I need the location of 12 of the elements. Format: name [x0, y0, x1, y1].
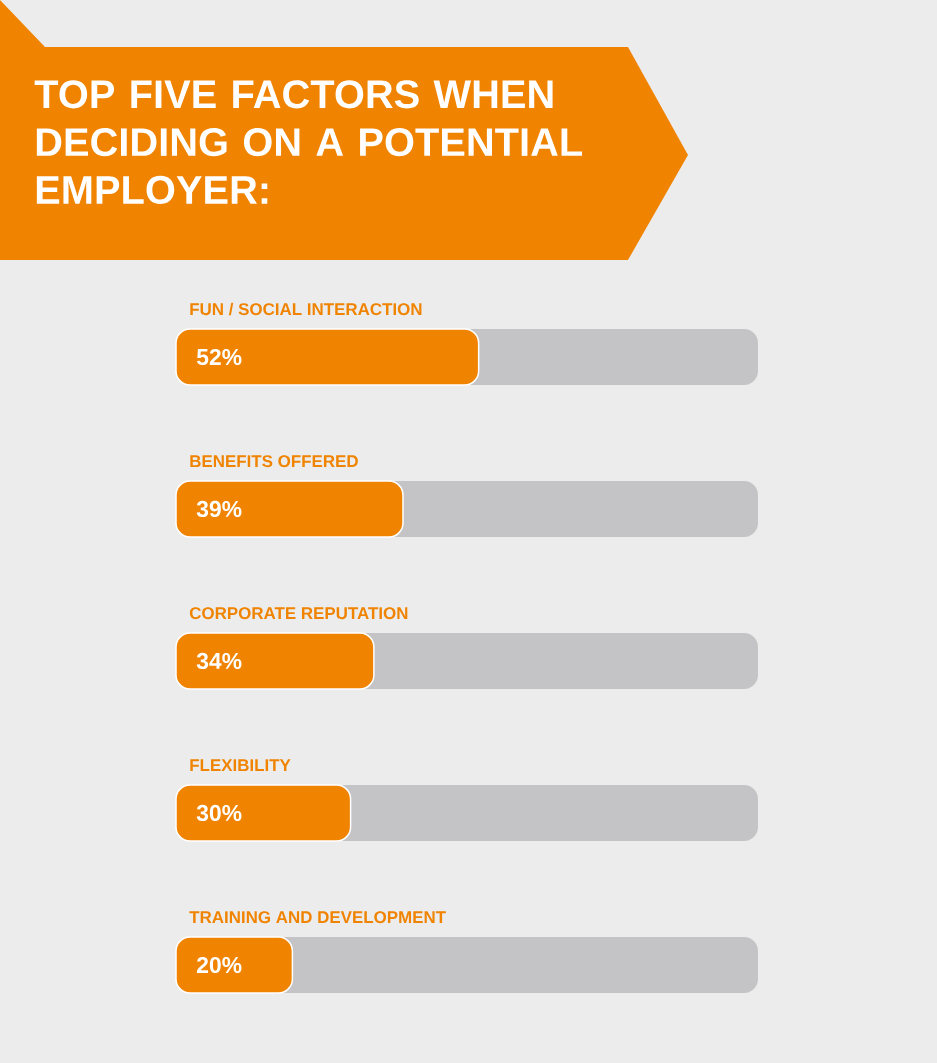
data-label: 20% [197, 956, 242, 974]
y-tick-label: CORPORATE REPUTATION [189, 607, 408, 620]
data-label: 39% [196, 500, 242, 518]
data-label: 52% [196, 348, 242, 366]
data-label: 30% [196, 804, 242, 822]
data-label: 34% [196, 652, 242, 670]
chart-title: TOP FIVE FACTORS WHEN DECIDING ON A POTENTIAL EMPLOYER: [34, 80, 582, 205]
y-tick-label: FUN / SOCIAL INTERACTION [190, 302, 422, 316]
bar [175, 936, 294, 994]
y-tick-label: FLEXIBILITY [190, 759, 291, 771]
y-tick-label: TRAINING AND DEVELOPMENT [189, 911, 446, 924]
y-tick-label: BENEFITS OFFERED [190, 455, 358, 468]
